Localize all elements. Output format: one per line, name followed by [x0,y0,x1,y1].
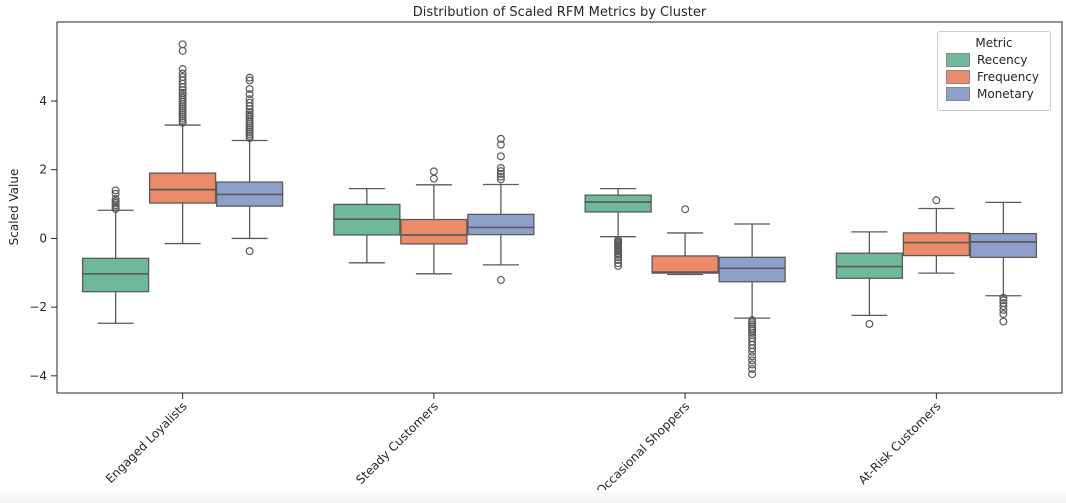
x-tick-label: Steady Customers [353,399,441,487]
outlier-point [496,134,505,143]
legend-item-label: Frequency [977,70,1039,84]
legend-swatch-icon [946,87,970,101]
box-frequency [902,232,971,257]
outlier-point [245,98,254,107]
outlier-point [614,253,623,262]
outlier-point [614,256,623,265]
box-frequency [148,172,217,204]
axes-frame [56,21,1063,394]
outlier-point [245,247,254,256]
outlier-point [178,72,187,81]
legend: Metric Recency Frequency Monetary [937,31,1051,111]
outlier-point [748,347,757,356]
outlier-point [245,110,254,119]
outlier-point [245,84,254,93]
outlier-point [496,167,505,176]
legend-item-label: Recency [977,53,1028,67]
x-tick-label: Occasional Shoppers [594,399,693,498]
outlier-point [748,352,757,361]
outlier-point [245,90,254,99]
outlier-point [496,169,505,178]
outlier-point [178,46,187,55]
y-tick-label: −2 [29,300,47,314]
bottom-strip [0,490,1066,503]
box-monetary [969,232,1038,258]
chart-title: Distribution of Scaled RFM Metrics by Cl… [412,5,707,20]
outlier-point [748,326,757,335]
outlier-point [178,65,187,74]
legend-item-recency: Recency [946,53,1042,67]
x-tick-label: At-Risk Customers [856,399,944,487]
y-tick-label: 4 [39,94,47,108]
box-monetary [467,213,535,236]
outlier-point [429,174,438,183]
outlier-point [748,328,757,337]
y-tick-label: 0 [39,231,47,245]
box-frequency [651,255,719,274]
outlier-point [178,86,187,95]
outlier-point [111,186,120,195]
legend-item-monetary: Monetary [946,87,1042,101]
outlier-point [178,88,187,97]
outlier-point [496,163,505,172]
outlier-point [178,93,187,102]
outlier-point [496,152,505,161]
outlier-point [496,172,505,181]
box-recency [81,257,150,293]
outlier-point [614,259,623,268]
outlier-point [245,73,254,82]
outlier-point [748,360,757,369]
outlier-point [999,317,1008,326]
outlier-point [178,91,187,100]
x-tick-label: Engaged Loyalists [103,399,190,486]
outlier-point [496,175,505,184]
outlier-point [111,197,120,206]
outlier-point [999,309,1008,318]
box-recency [835,252,904,279]
outlier-point [178,69,187,78]
legend-item-frequency: Frequency [946,70,1042,84]
outlier-point [999,293,1008,302]
box-monetary [718,256,786,283]
legend-item-label: Monetary [977,87,1034,101]
outlier-point [614,261,623,270]
outlier-point [748,370,757,379]
outlier-point [245,112,254,121]
outlier-point [496,275,505,284]
outlier-point [245,76,254,85]
legend-items: Recency Frequency Monetary [946,53,1042,101]
outlier-point [748,364,757,373]
outlier-point [245,95,254,104]
box-recency [584,194,652,213]
y-tick-label: −4 [29,369,47,383]
outlier-point [111,194,120,203]
outlier-point [614,250,623,259]
y-tick-label: 2 [39,163,47,177]
outlier-point [748,356,757,365]
outlier-point [245,108,254,117]
outlier-point [999,305,1008,314]
outlier-point [999,302,1008,311]
outlier-point [429,167,438,176]
outlier-point [932,196,941,205]
outlier-point [496,140,505,149]
outlier-point [681,205,690,214]
outlier-point [178,40,187,49]
outlier-point [865,319,874,328]
legend-swatch-icon [946,70,970,84]
outlier-point [748,331,757,340]
box-frequency [400,218,468,245]
legend-title: Metric [975,36,1013,50]
outlier-point [111,189,120,198]
outlier-point [999,296,1008,305]
legend-swatch-icon [946,53,970,67]
outlier-point [748,344,757,353]
